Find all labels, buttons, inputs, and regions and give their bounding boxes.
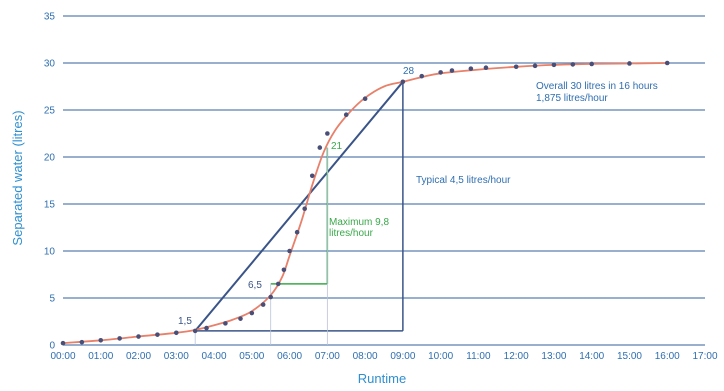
data-point [287,248,292,254]
data-point [513,64,519,70]
data-point [589,61,595,67]
data-point [362,96,368,102]
x-tick-5: 05:00 [239,351,264,362]
x-axis-title: Runtime [358,371,406,386]
x-tick-16: 16:00 [655,351,680,362]
annotation-28: 28 [403,66,415,77]
grid-lines [63,15,705,346]
data-point [117,336,122,341]
data-point [317,145,323,150]
x-tick-4: 04:00 [202,351,227,362]
data-point [438,70,443,75]
data-point [281,267,287,273]
x-tick-17: 17:00 [692,351,717,362]
annotation-1-5: 1,5 [178,316,192,327]
y-tick-0: 0 [49,341,55,352]
x-tick-1: 01:00 [88,351,113,362]
data-point [449,68,455,73]
data-point [275,281,281,287]
data-point [419,73,425,79]
data-point [343,112,349,117]
data-point [238,316,243,321]
data-point [136,334,141,339]
y-tick-5: 5 [49,294,55,305]
data-point [325,131,330,136]
data-points [60,60,670,346]
data-point [309,173,315,179]
x-tick-13: 13:00 [541,351,566,362]
annotation-overall-line1: Overall 30 litres in 16 hours [536,81,658,92]
data-point [468,66,474,71]
x-tick-12: 12:00 [504,351,529,362]
data-point [155,332,160,337]
data-point [260,302,266,307]
x-tick-3: 03:00 [164,351,189,362]
data-point [204,325,209,331]
data-point [551,62,557,68]
data-point [294,229,300,235]
x-tick-11: 11:00 [466,351,491,362]
y-axis-title: Separated water (litres) [10,110,25,245]
annotation-maximum-line2: litres/hour [329,228,374,239]
x-tick-6: 06:00 [277,351,302,362]
data-point [570,62,576,67]
data-point [192,328,198,334]
data-point [249,310,255,316]
data-point [664,60,670,66]
x-tick-15: 15:00 [617,351,642,362]
y-tick-15: 15 [44,200,56,211]
data-point [79,339,85,345]
data-point [302,206,307,211]
x-tick-labels: 00:00 01:00 02:00 03:00 04:00 05:00 06:00 07:00… [50,351,717,362]
x-tick-9: 09:00 [390,351,415,362]
y-tick-20: 20 [44,153,56,164]
x-tick-7: 07:00 [315,351,340,362]
annotation-lines [194,81,404,345]
x-tick-2: 02:00 [126,351,151,362]
annotation-6-5: 6,5 [248,280,262,291]
annotation-maximum-line1: Maximum 9,8 [329,217,389,228]
y-tick-10: 10 [44,247,56,258]
y-tick-labels: 0 5 10 15 20 25 30 35 [44,12,56,352]
annotation-21: 21 [331,141,343,152]
y-tick-30: 30 [44,59,56,70]
y-tick-35: 35 [44,12,56,23]
fitted-curve [62,62,668,344]
data-point [483,65,489,70]
data-point [532,63,538,69]
data-point [627,61,632,66]
typical-slope-line [194,81,404,332]
x-tick-14: 14:00 [579,351,604,362]
data-point [173,330,179,336]
data-point [60,340,66,346]
x-tick-8: 08:00 [353,351,378,362]
x-tick-0: 00:00 [50,351,75,362]
data-point [98,338,104,343]
annotation-overall-line2: 1,875 litres/hour [536,93,608,104]
data-point [400,79,406,85]
y-tick-25: 25 [44,106,56,117]
data-point [223,321,228,326]
annotation-typical: Typical 4,5 litres/hour [416,175,511,186]
data-point [268,294,274,300]
x-tick-10: 10:00 [428,351,453,362]
